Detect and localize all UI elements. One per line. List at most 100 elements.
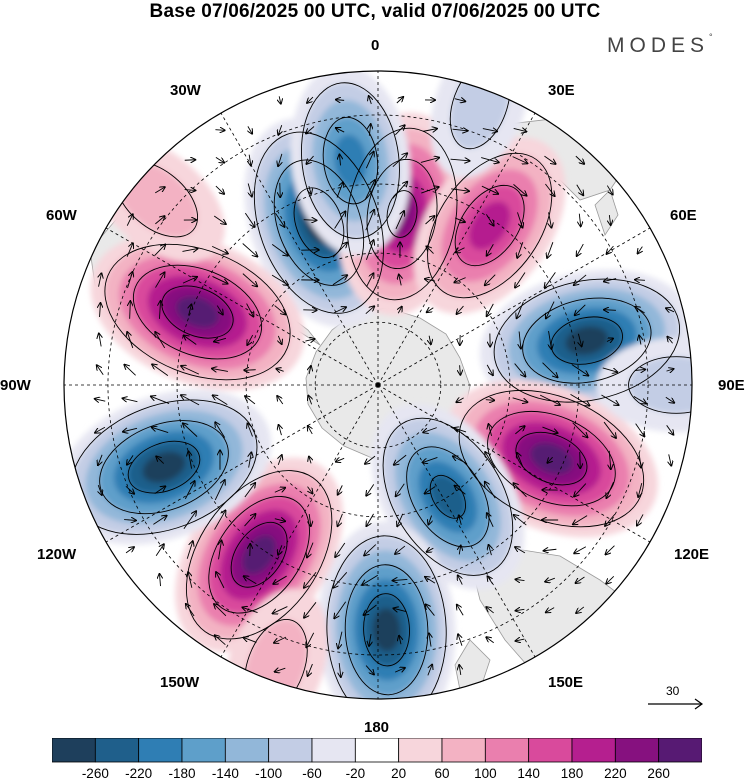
- wind-arrow: [639, 335, 641, 345]
- colorbar-tick-label: -220: [125, 766, 153, 781]
- contour-line: [273, 159, 365, 286]
- wind-arrow: [215, 635, 226, 646]
- wind-arrow: [546, 607, 555, 613]
- wind-arrow: [273, 606, 288, 614]
- wind-arrow: [454, 428, 467, 432]
- wind-arrow: [601, 394, 618, 405]
- wind-arrow: [669, 454, 672, 465]
- wind-arrow: [399, 636, 401, 645]
- anomaly-level: [628, 356, 692, 414]
- wind-arrow: [159, 301, 160, 319]
- wind-arrow: [666, 308, 675, 312]
- colorbar-swatch: [354, 738, 400, 763]
- colorbar-tick-label: 220: [604, 766, 627, 781]
- wind-arrow: [513, 483, 527, 498]
- wind-arrow: [248, 126, 252, 133]
- wind-arrow: [365, 240, 373, 260]
- contour-line: [522, 297, 652, 384]
- wind-arrow: [334, 601, 347, 619]
- anomaly-blob: [64, 389, 272, 545]
- wind-arrow: [513, 184, 526, 195]
- wind-arrow: [602, 367, 618, 372]
- wind-arrow: [396, 97, 403, 104]
- lat-lon-grid: [64, 71, 692, 699]
- meridian-line: [377, 227, 651, 386]
- lon-120w-label: 120W: [37, 546, 77, 563]
- wind-arrow: [542, 362, 558, 378]
- wind-arrow: [365, 152, 373, 169]
- colorbar-tick-label: 180: [560, 766, 584, 781]
- wind-arrow: [213, 215, 226, 224]
- wind-arrow: [639, 452, 641, 467]
- wind-arrow: [366, 513, 374, 526]
- wind-arrow: [155, 332, 166, 349]
- wind-arrow: [369, 96, 372, 105]
- wind-arrow: [420, 158, 439, 163]
- colorbar-swatch: [441, 738, 486, 763]
- wind-arrow: [154, 486, 166, 494]
- wind-arrow: [308, 486, 313, 494]
- wind-arrow: [244, 576, 257, 585]
- wind-arrow: [572, 422, 588, 438]
- wind-arrow: [455, 486, 466, 495]
- colorbar-swatch: [138, 738, 183, 763]
- wind-arrow: [183, 511, 196, 530]
- wind-arrow: [333, 572, 348, 587]
- wind-arrow: [306, 155, 314, 164]
- wind-arrow: [245, 396, 256, 405]
- wind-arrow: [452, 129, 468, 131]
- wind-arrow: [181, 395, 200, 406]
- wind-arrow: [638, 246, 643, 254]
- wind-arrow: [637, 514, 644, 525]
- wind-arrow: [485, 274, 496, 286]
- wind-arrow: [242, 273, 257, 287]
- wind-arrow: [126, 214, 133, 226]
- wind-arrow: [127, 332, 134, 349]
- wind-arrow: [277, 396, 284, 405]
- wind-arrow: [429, 633, 431, 647]
- contour-line: [326, 535, 447, 699]
- wind-arrow: [215, 130, 224, 131]
- wind-arrow: [485, 214, 493, 225]
- wind-arrow: [606, 185, 612, 195]
- wind-arrow: [574, 483, 587, 497]
- wind-arrow: [460, 365, 461, 374]
- wind-arrow: [332, 275, 347, 286]
- wind-arrow: [454, 277, 466, 283]
- wind-arrow: [366, 273, 374, 287]
- wind-arrow: [125, 485, 134, 493]
- colorbar-tick-label: -180: [168, 766, 196, 781]
- contour-line: [127, 440, 201, 494]
- wind-arrow: [123, 428, 138, 431]
- wind-arrow: [155, 216, 164, 225]
- wind-arrow: [396, 483, 405, 496]
- reference-vector-label: 30: [666, 684, 680, 698]
- wind-arrow: [184, 160, 196, 161]
- wind-arrow: [570, 394, 590, 405]
- wind-arrow: [635, 280, 645, 281]
- wind-arrow: [184, 190, 196, 191]
- wind-arrow: [152, 364, 169, 376]
- wind-arrow: [244, 370, 256, 371]
- wind-arrow: [186, 541, 193, 559]
- wind-arrow: [212, 369, 229, 372]
- wind-arrow: [459, 515, 462, 525]
- wind-arrow: [182, 277, 197, 284]
- contour-line: [363, 593, 410, 667]
- wind-arrow: [549, 212, 552, 227]
- wind-arrow: [339, 662, 341, 677]
- wind-arrow: [244, 638, 257, 643]
- wind-arrow: [485, 400, 494, 401]
- wind-arrow: [278, 455, 282, 466]
- contour-line: [208, 496, 310, 614]
- anomaly-level: [176, 296, 219, 328]
- wind-arrow: [544, 155, 555, 164]
- wind-arrow: [392, 153, 407, 168]
- wind-arrow: [667, 337, 673, 344]
- wind-arrow: [395, 125, 404, 136]
- wind-arrow: [517, 301, 524, 318]
- wind-arrow: [362, 574, 378, 585]
- wind-arrow: [428, 515, 431, 525]
- wind-arrow: [248, 183, 252, 196]
